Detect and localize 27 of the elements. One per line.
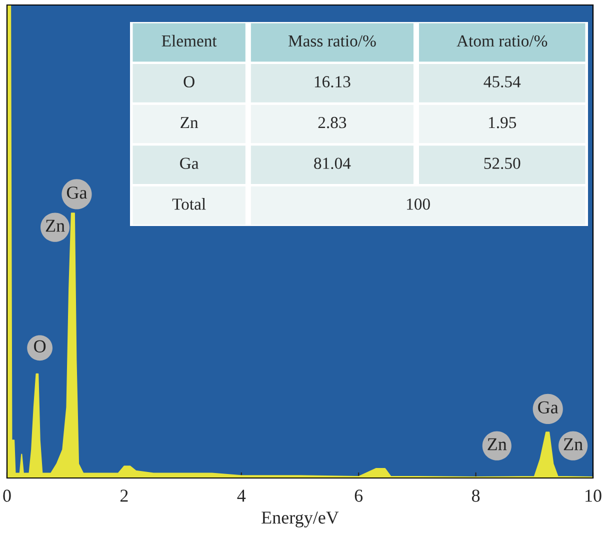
- x-tick-label: 0: [3, 490, 11, 502]
- annotation: Ga: [538, 401, 558, 414]
- category-label: Element: [162, 34, 217, 47]
- annotation: O: [34, 340, 46, 352]
- x-axis-title: Energy/eV: [262, 512, 339, 528]
- annotation: Zn: [488, 438, 507, 450]
- text: 81.04: [314, 158, 351, 170]
- x-tick-label: 10: [586, 490, 602, 502]
- text: 2.83: [318, 116, 346, 128]
- category-label: Zn: [180, 117, 198, 128]
- category-label: Mass ratio/%: [288, 35, 376, 47]
- text: 52.50: [484, 158, 520, 170]
- text: 1.95: [489, 116, 516, 128]
- category-label: Atom ratio/%: [456, 35, 548, 47]
- x-tick-label: 4: [237, 490, 246, 502]
- annotation: Zn: [46, 220, 65, 232]
- category-label: Total: [172, 198, 206, 210]
- annotation: Ga: [66, 186, 88, 199]
- x-tick-label: 8: [472, 490, 480, 502]
- text: 100: [407, 198, 430, 210]
- category-label: O: [184, 76, 194, 88]
- text: 45.54: [484, 76, 521, 88]
- annotation: Zn: [564, 438, 583, 450]
- text: 16.13: [314, 76, 350, 88]
- category-label: Ga: [180, 158, 199, 169]
- x-tick-label: 2: [120, 490, 128, 502]
- x-tick-label: 6: [354, 490, 363, 502]
